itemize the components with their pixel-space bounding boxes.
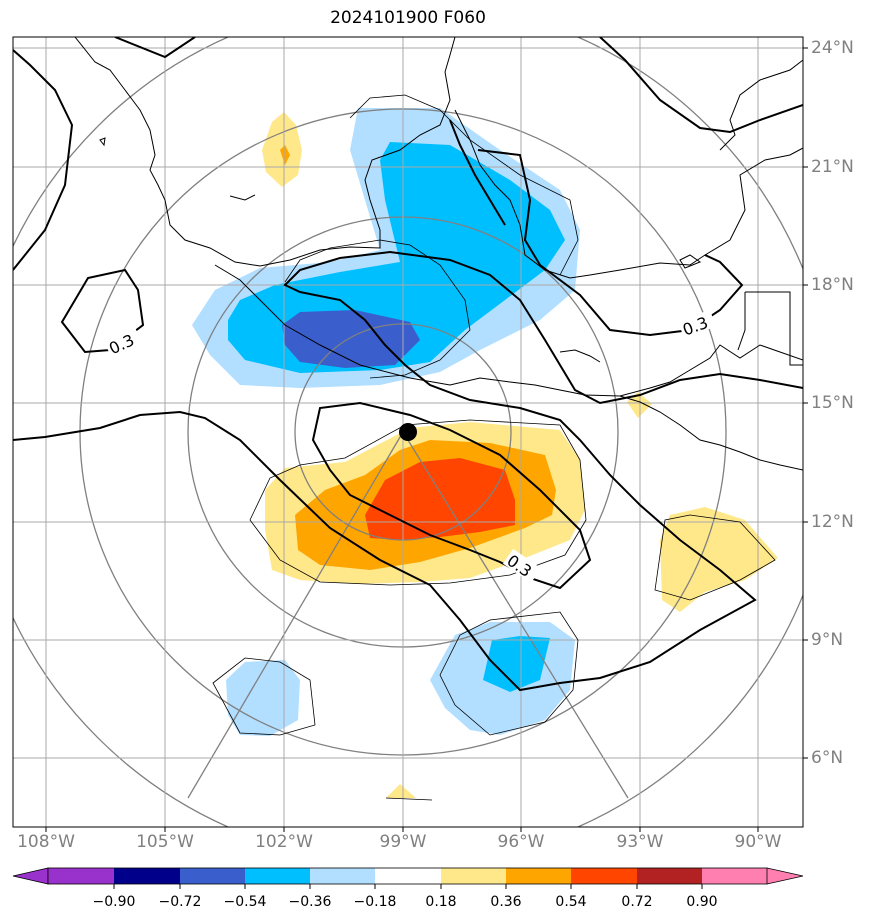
lon-label-90w: 90°W — [734, 832, 782, 852]
lat-label-18n: 18°N — [811, 275, 854, 295]
lon-label-93w: 93°W — [616, 832, 664, 852]
colorbar-bin-4 — [245, 868, 310, 884]
colorbar-bin-2 — [114, 868, 180, 884]
fill-neg-036-south — [483, 636, 550, 692]
lat-label-21n: 21°N — [811, 157, 854, 177]
colorbar-bin-5 — [310, 868, 375, 884]
map-title: 2024101900 F060 — [330, 8, 486, 28]
thick-contours — [13, 37, 803, 692]
colorbar-bin-10 — [637, 868, 702, 884]
lat-label-6n: 6°N — [811, 748, 844, 768]
colorbar-tick-label: 0.72 — [621, 894, 653, 910]
colorbar-tick-label: 0.36 — [490, 894, 522, 910]
coastlines — [74, 37, 803, 471]
colorbar-tick-label: 0.54 — [555, 894, 587, 910]
colorbar — [12, 867, 804, 889]
lon-label-105w: 105°W — [136, 832, 194, 852]
lon-label-99w: 99°W — [379, 832, 427, 852]
fill-pos-018-east — [660, 507, 778, 612]
colorbar-bin-8 — [506, 868, 571, 884]
colorbar-tick-label: −0.54 — [223, 894, 267, 910]
colorbar-bin-3 — [180, 868, 245, 884]
colorbar-bin-7 — [441, 868, 506, 884]
storm-center-dot — [399, 423, 417, 441]
colorbar-tick-label: −0.18 — [353, 894, 397, 910]
fill-pos-036-nw — [280, 145, 290, 165]
lat-label-24n: 24°N — [811, 38, 854, 58]
lon-label-96w: 96°W — [497, 832, 545, 852]
fill-neg-018-sw — [226, 660, 300, 736]
lon-label-102w: 102°W — [255, 832, 313, 852]
thin-contours — [212, 94, 776, 801]
colorbar-tick-label: 0.90 — [686, 894, 718, 910]
colorbar-tick-label: −0.90 — [92, 894, 136, 910]
colorbar-tick-label: −0.36 — [288, 894, 332, 910]
lat-label-12n: 12°N — [811, 512, 854, 532]
colorbar-bin-6 — [375, 868, 441, 884]
axis-ticks — [45, 47, 808, 832]
range-rays — [187, 431, 629, 799]
anomaly-fills — [192, 108, 778, 798]
lat-label-9n: 9°N — [811, 630, 844, 650]
colorbar-tick-label: −0.72 — [158, 894, 202, 910]
colorbar-bin-1 — [48, 868, 114, 884]
lat-label-15n: 15°N — [811, 393, 854, 413]
colorbar-extend-low — [12, 867, 49, 885]
colorbar-tick-label: 0.18 — [425, 894, 457, 910]
colorbar-bin-9 — [571, 868, 637, 884]
lon-label-108w: 108°W — [17, 832, 75, 852]
colorbar-extend-high — [702, 868, 803, 884]
map-frame — [12, 36, 804, 828]
fill-pos-018-s — [386, 784, 416, 798]
fill-neg-054-north — [282, 310, 420, 368]
